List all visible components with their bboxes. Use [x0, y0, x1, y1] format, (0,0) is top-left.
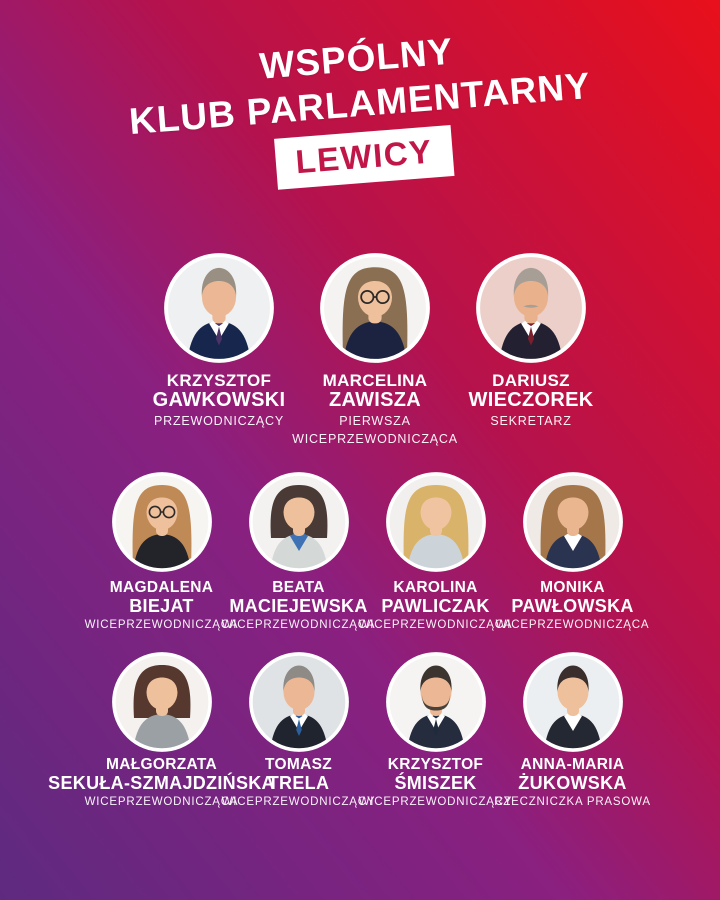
member-card: KRZYSZTOF ŚMISZEK WICEPRZEWODNICZĄCY	[359, 652, 512, 809]
member-portrait	[320, 253, 430, 363]
member-name-block: MAGDALENA BIEJAT	[110, 579, 213, 616]
member-name-block: MAŁGORZATA SEKUŁA-SZMAJDZIŃSKA	[48, 756, 275, 793]
member-card: ANNA-MARIA ŻUKOWSKA RZECZNICZKA PRASOWA	[494, 652, 650, 809]
member-first-name: KAROLINA	[393, 579, 478, 596]
poster-title-block: WSPÓLNY KLUB PARLAMENTARNY LEWICY	[0, 31, 720, 190]
member-last-name: ŻUKOWSKA	[518, 773, 627, 793]
member-card: MONIKA PAWŁOWSKA WICEPRZEWODNICZĄCA	[496, 472, 649, 632]
member-role: SEKRETARZ	[490, 414, 572, 428]
member-role: WICEPRZEWODNICZĄCY	[221, 796, 376, 808]
member-name-block: DARIUSZ WIECZOREK	[469, 371, 594, 411]
member-last-name: MACIEJEWSKA	[229, 596, 368, 616]
member-name-block: TOMASZ TRELA	[265, 756, 332, 793]
member-last-name: GAWKOWSKI	[152, 389, 286, 411]
member-portrait	[522, 472, 623, 572]
member-role: WICEPRZEWODNICZĄCA	[495, 619, 650, 631]
member-name-block: KRZYSZTOF GAWKOWSKI	[153, 371, 286, 411]
member-portrait	[385, 472, 486, 572]
members-row-3: MAŁGORZATA SEKUŁA-SZMAJDZIŃSKA WICEPRZEW…	[48, 652, 650, 809]
member-first-name: ANNA-MARIA	[520, 756, 625, 773]
member-last-name: PAWŁOWSKA	[511, 596, 634, 616]
member-portrait	[111, 652, 212, 752]
member-first-name: MAGDALENA	[109, 579, 214, 596]
member-card: MAGDALENA BIEJAT WICEPRZEWODNICZĄCA	[85, 472, 238, 632]
member-portrait	[111, 472, 212, 572]
member-first-name: MARCELINA	[322, 371, 428, 390]
member-first-name: TOMASZ	[265, 756, 332, 773]
member-role: WICEPRZEWODNICZĄCA	[84, 796, 239, 808]
member-last-name: ŚMISZEK	[394, 773, 477, 793]
member-card: DARIUSZ WIECZOREK SEKRETARZ	[453, 253, 609, 447]
members-row-2: MAGDALENA BIEJAT WICEPRZEWODNICZĄCA BEAT…	[85, 472, 649, 632]
member-card: KRZYSZTOF GAWKOWSKI PRZEWODNICZĄCY	[141, 253, 297, 447]
member-portrait	[522, 652, 623, 752]
member-name-block: BEATA MACIEJEWSKA	[229, 579, 367, 616]
member-last-name: SEKUŁA-SZMAJDZIŃSKA	[48, 773, 275, 793]
member-last-name: ZAWISZA	[328, 389, 422, 411]
member-portrait	[164, 253, 274, 363]
member-role: WICEPRZEWODNICZĄCA	[221, 619, 376, 631]
member-first-name: MONIKA	[540, 579, 605, 596]
member-card: MAŁGORZATA SEKUŁA-SZMAJDZIŃSKA WICEPRZEW…	[48, 652, 275, 809]
member-first-name: KRZYSZTOF	[387, 756, 484, 773]
member-role: RZECZNICZKA PRASOWA	[494, 796, 651, 808]
member-name-block: MARCELINA ZAWISZA	[323, 371, 428, 411]
member-last-name: PAWLICZAK	[381, 596, 490, 616]
member-last-name: BIEJAT	[129, 596, 194, 616]
title-badge-lewicy: LEWICY	[273, 124, 455, 190]
member-last-name: WIECZOREK	[468, 389, 594, 411]
member-card: BEATA MACIEJEWSKA WICEPRZEWODNICZĄCA	[222, 472, 375, 632]
member-role: WICEPRZEWODNICZĄCA	[84, 619, 239, 631]
poster-title-rotated-group: WSPÓLNY KLUB PARLAMENTARNY LEWICY	[124, 18, 597, 201]
member-last-name: TRELA	[267, 773, 330, 793]
member-role-line2: WICEPRZEWODNICZĄCA	[292, 432, 458, 446]
member-first-name: DARIUSZ	[492, 371, 570, 390]
member-card: KAROLINA PAWLICZAK WICEPRZEWODNICZĄCA	[359, 472, 512, 632]
member-name-block: KRZYSZTOF ŚMISZEK	[388, 756, 483, 793]
member-first-name: KRZYSZTOF	[166, 371, 272, 390]
member-role: PIERWSZA	[339, 414, 411, 428]
member-portrait	[385, 652, 486, 752]
member-first-name: MAŁGORZATA	[106, 756, 217, 773]
member-portrait	[248, 472, 349, 572]
member-portrait	[248, 652, 349, 752]
member-card: MARCELINA ZAWISZA PIERWSZA WICEPRZEWODNI…	[292, 253, 457, 447]
member-role: WICEPRZEWODNICZĄCY	[358, 796, 513, 808]
member-name-block: KAROLINA PAWLICZAK	[381, 579, 489, 616]
member-card: TOMASZ TRELA WICEPRZEWODNICZĄCY	[222, 652, 375, 809]
member-name-block: ANNA-MARIA ŻUKOWSKA	[518, 756, 626, 793]
members-row-1: KRZYSZTOF GAWKOWSKI PRZEWODNICZĄCY MARCE…	[141, 253, 609, 447]
member-role: PRZEWODNICZĄCY	[154, 414, 284, 428]
member-portrait	[476, 253, 586, 363]
member-role: WICEPRZEWODNICZĄCA	[358, 619, 513, 631]
member-name-block: MONIKA PAWŁOWSKA	[511, 579, 633, 616]
member-first-name: BEATA	[272, 579, 325, 596]
